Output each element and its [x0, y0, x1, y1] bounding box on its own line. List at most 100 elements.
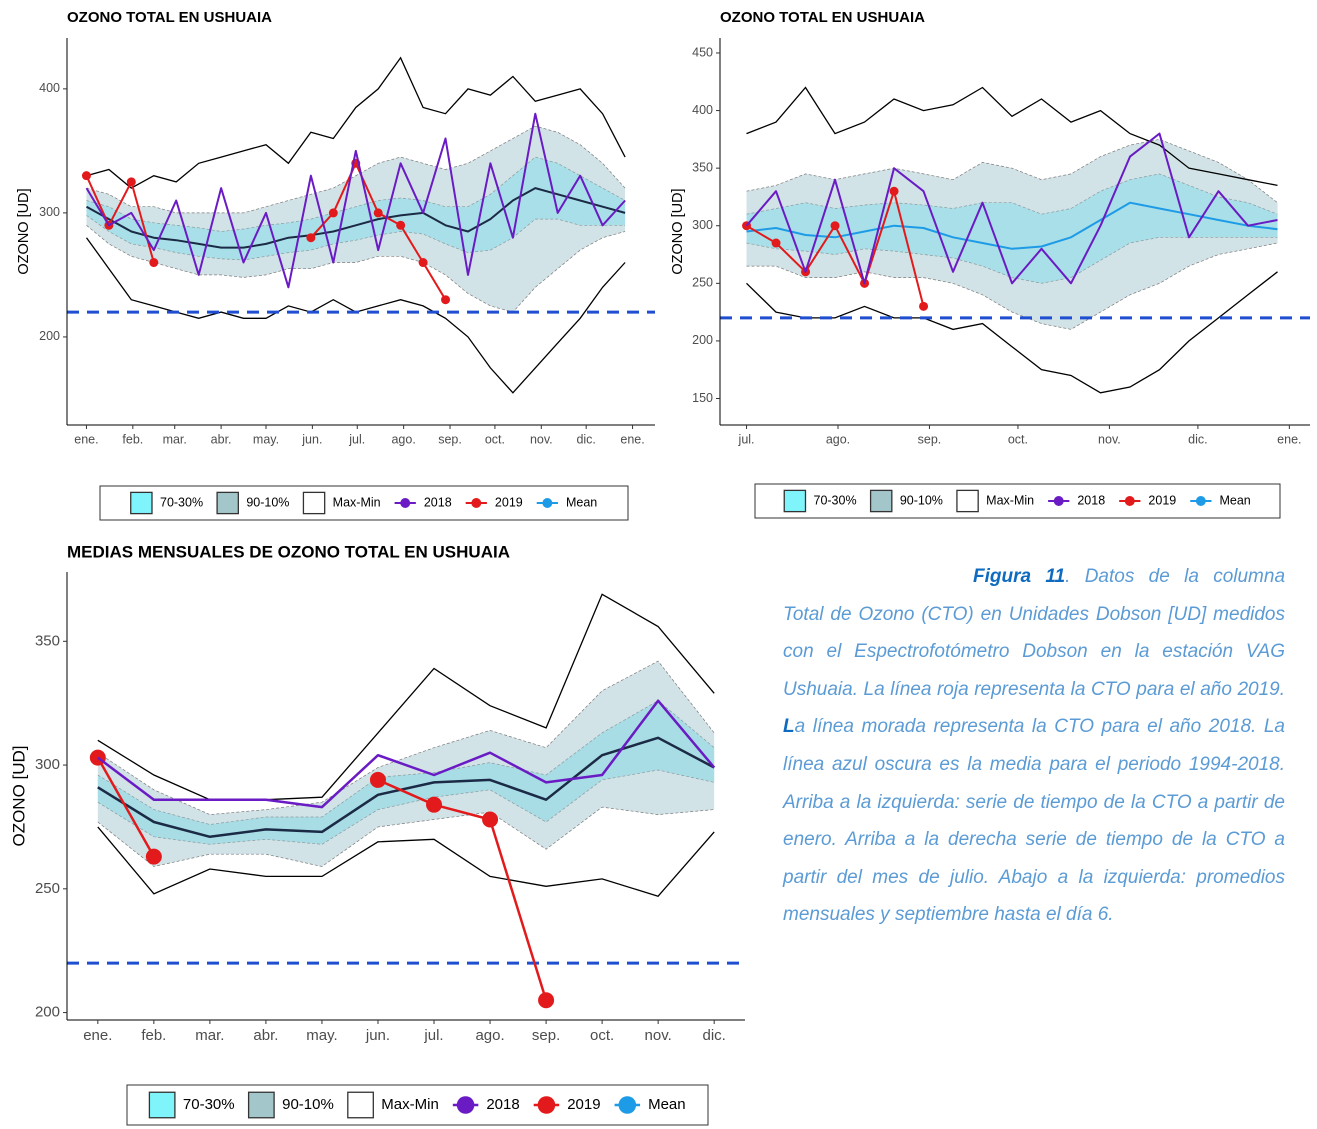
y-tick-label: 350	[692, 160, 713, 174]
legend-key-marker	[1053, 496, 1064, 506]
y-tick-label: 200	[692, 333, 713, 347]
x-tick-label: ene.	[1277, 432, 1301, 446]
x-tick-label: nov.	[530, 432, 553, 446]
legend-label: Max-Min	[986, 493, 1034, 507]
band-edge	[86, 156, 626, 232]
legend-key-marker	[618, 1096, 637, 1114]
x-tick-label: ago.	[475, 1027, 504, 1044]
caption-bold-letter: L	[783, 716, 795, 738]
data-point	[396, 220, 406, 230]
series-line	[86, 187, 626, 249]
data-point	[328, 208, 338, 218]
x-tick-label: ene.	[620, 432, 644, 446]
legend-label: 2018	[1077, 493, 1105, 507]
y-axis-label: OZONO [UD]	[670, 188, 686, 274]
x-tick-label: ago.	[826, 432, 850, 446]
legend-key	[302, 491, 326, 515]
legend: 70-30% 90-10% Max-Min 2018 2019 Mean	[130, 491, 597, 515]
legend-key-marker	[542, 498, 553, 508]
band-edge	[746, 236, 1278, 284]
band-edge	[97, 826, 715, 897]
x-tick-label: ene.	[83, 1027, 112, 1044]
legend-label: 90-10%	[246, 495, 289, 509]
x-tick-label: feb.	[122, 432, 143, 446]
legend-frame	[126, 1084, 709, 1126]
x-tick-label: may.	[306, 1027, 337, 1044]
legend-label: 2019	[495, 495, 523, 509]
data-point	[889, 186, 899, 196]
x-tick-label: oct.	[1008, 432, 1028, 446]
legend-key	[347, 1091, 374, 1119]
data-point	[369, 771, 386, 788]
band-area	[97, 700, 715, 845]
legend-label: 90-10%	[282, 1096, 334, 1113]
band-edge	[97, 660, 715, 815]
legend-label: Max-Min	[381, 1096, 439, 1113]
y-tick-label: 200	[35, 1004, 60, 1021]
x-tick-label: jul.	[423, 1027, 443, 1044]
data-point	[306, 233, 316, 243]
legend-key-marker	[537, 1096, 556, 1114]
x-tick-label: dic.	[1188, 432, 1207, 446]
chart-title: OZONO TOTAL EN USHUAIA	[67, 9, 272, 26]
x-tick-label: abr.	[211, 432, 232, 446]
y-tick-label: 150	[692, 391, 713, 405]
x-tick-label: mar.	[163, 432, 187, 446]
legend-key-marker	[1124, 496, 1135, 506]
x-tick-label: sep.	[918, 432, 942, 446]
band-edge	[86, 225, 626, 313]
series-line	[745, 132, 1278, 285]
legend-label: 2018	[424, 495, 452, 509]
x-tick-label: dic.	[703, 1027, 726, 1044]
y-tick-label: 300	[692, 218, 713, 232]
legend-key-marker	[456, 1096, 475, 1114]
y-tick-label: 450	[692, 45, 713, 59]
x-tick-label: nov.	[645, 1027, 672, 1044]
x-tick-label: jul.	[348, 432, 365, 446]
x-tick-label: oct.	[590, 1027, 614, 1044]
data-point	[771, 238, 781, 248]
x-tick-label: nov.	[1098, 432, 1121, 446]
legend-label: 2019	[567, 1096, 600, 1113]
legend-label: 70-30%	[160, 495, 203, 509]
x-tick-label: mar.	[195, 1027, 224, 1044]
band-area	[86, 157, 626, 261]
x-tick-label: jun.	[301, 432, 322, 446]
chart-title: MEDIAS MENSUALES DE OZONO TOTAL EN USHUA…	[67, 542, 510, 561]
band-edge	[86, 215, 626, 261]
y-axis-label: OZONO [UD]	[9, 745, 28, 846]
legend-label: 90-10%	[900, 493, 943, 507]
legend-key	[216, 491, 239, 515]
x-tick-label: abr.	[253, 1027, 278, 1044]
band-edge	[746, 173, 1278, 215]
caption-label: Figura 11	[973, 566, 1066, 587]
series-line	[85, 112, 626, 289]
legend-key	[130, 491, 153, 515]
x-tick-label: may.	[253, 432, 279, 446]
legend-label: 70-30%	[183, 1096, 235, 1113]
legend-key	[148, 1091, 176, 1119]
caption-text: a línea morada representa la CTO para el…	[783, 716, 1285, 926]
legend-label: 70-30%	[813, 493, 856, 507]
x-tick-label: dic.	[576, 432, 595, 446]
legend: 70-30% 90-10% Max-Min 2018 2019 Mean	[148, 1091, 686, 1119]
data-point	[538, 992, 555, 1009]
band-edge	[746, 242, 1278, 330]
x-tick-label: feb.	[141, 1027, 166, 1044]
legend-label: Mean	[566, 495, 597, 509]
x-tick-label: jun.	[365, 1027, 390, 1044]
legend-key	[869, 489, 893, 513]
legend-key-marker	[471, 498, 482, 508]
band-edge	[97, 700, 715, 825]
legend-label: 2018	[486, 1096, 519, 1113]
data-point	[149, 258, 159, 268]
band-edge	[746, 86, 1278, 187]
x-tick-label: oct.	[485, 432, 505, 446]
band-edge	[97, 769, 715, 845]
series-line	[96, 756, 548, 1001]
legend-key-marker	[1195, 496, 1206, 506]
series-line	[746, 201, 1278, 250]
band-area	[746, 173, 1278, 284]
